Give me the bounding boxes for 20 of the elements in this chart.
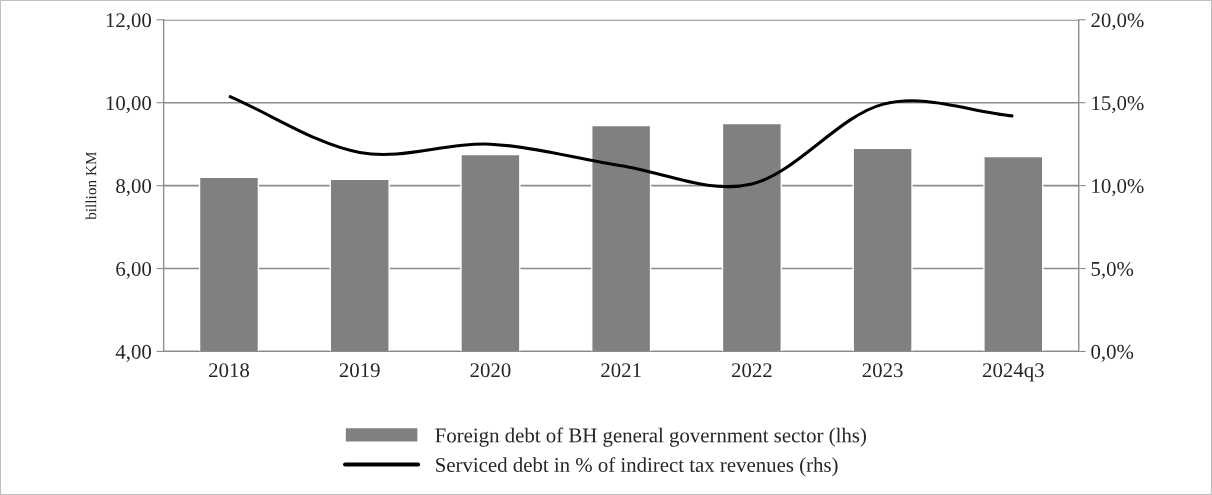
y-tick-label: 10,00 xyxy=(106,96,152,114)
x-tick-label: 2019 xyxy=(339,363,380,378)
x-tick-label: 2018 xyxy=(209,363,250,378)
y-tick-label: 8,00 xyxy=(116,179,152,197)
x-tick-label: 2022 xyxy=(731,363,772,378)
y-tick-label: 12,00 xyxy=(106,13,152,31)
y-axis-title: billion KM xyxy=(85,151,97,220)
legend-label: Serviced debt in % of indirect tax revenues (rhs) xyxy=(436,457,838,477)
x-tick-label: 2024q3 xyxy=(982,363,1044,382)
y2-tick-label: 15,0% xyxy=(1092,96,1144,114)
y2-tick-label: 10,0% xyxy=(1092,179,1144,197)
y2-tick-label: 20,0% xyxy=(1091,13,1144,31)
y2-tick-label: 5,0% xyxy=(1091,261,1134,279)
x-tick-label: 2023 xyxy=(862,363,903,378)
y-tick-label: 4,00 xyxy=(115,344,152,362)
y-tick-label: 6,00 xyxy=(116,261,152,279)
x-tick-label: 2020 xyxy=(470,363,511,378)
x-tick-label: 2021 xyxy=(601,363,641,378)
y2-tick-label: 0,0% xyxy=(1091,344,1134,362)
legend-label: Foreign debt of BH general government sector (lhs) xyxy=(435,427,866,447)
